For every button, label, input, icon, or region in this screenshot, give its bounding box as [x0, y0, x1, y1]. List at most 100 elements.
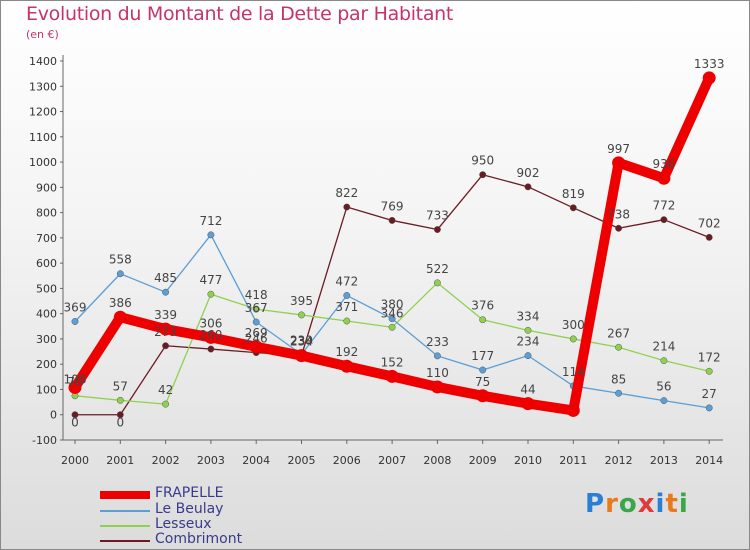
data-point-combrimont [343, 203, 351, 211]
data-point-frapelle [113, 310, 127, 324]
data-point-frapelle [68, 380, 82, 394]
data-point-lesseux [479, 316, 487, 324]
data-point-le-beulay [388, 315, 396, 323]
y-tick-label: 700 [36, 232, 57, 245]
x-tick-label: 2013 [650, 454, 678, 467]
data-label: 702 [698, 216, 721, 230]
data-point-combrimont [705, 233, 713, 241]
y-tick-label: 800 [36, 207, 57, 220]
data-point-lesseux [116, 396, 124, 404]
legend-swatch-frapelle [100, 491, 150, 499]
data-label: 418 [245, 288, 268, 302]
x-tick-label: 2005 [288, 454, 316, 467]
data-point-combrimont [433, 226, 441, 233]
data-label: 395 [290, 294, 313, 308]
data-point-lesseux [705, 367, 713, 375]
data-label: 997 [607, 142, 630, 156]
y-tick-label: 500 [36, 282, 57, 295]
data-point-le-beulay [252, 318, 260, 326]
data-point-lesseux [388, 323, 396, 331]
data-label: 733 [426, 209, 449, 223]
x-tick-label: 2006 [333, 454, 361, 467]
x-tick-label: 2002 [152, 454, 180, 467]
x-tick-label: 2014 [695, 454, 723, 467]
data-label: 306 [199, 316, 222, 330]
data-label: 260 [199, 328, 222, 342]
data-point-le-beulay [343, 292, 351, 299]
data-label: 339 [154, 308, 177, 322]
data-point-le-beulay [433, 352, 441, 360]
data-label: 75 [67, 375, 82, 389]
y-tick-label: 200 [36, 358, 57, 371]
y-tick-label: 1300 [29, 80, 57, 93]
x-tick-label: 2001 [106, 454, 134, 467]
data-point-combrimont [569, 204, 577, 212]
data-point-combrimont [524, 183, 532, 191]
data-label: 44 [520, 383, 535, 397]
data-label: 367 [245, 301, 268, 315]
data-label: 712 [199, 214, 222, 228]
y-tick-label: 300 [36, 333, 57, 346]
proxiti-logo: Proxiti [585, 489, 689, 519]
data-label: 1333 [694, 57, 725, 71]
data-label: 246 [245, 332, 268, 346]
data-point-lesseux [569, 335, 577, 343]
data-point-lesseux [252, 305, 260, 313]
data-label: 380 [381, 298, 404, 312]
data-label: 177 [471, 349, 494, 363]
data-label: 75 [475, 375, 490, 389]
data-point-combrimont [388, 216, 396, 224]
data-point-lesseux [660, 357, 668, 365]
data-label: 477 [199, 273, 222, 287]
data-point-le-beulay [615, 389, 623, 397]
data-label: 346 [381, 306, 404, 320]
data-label: 558 [109, 253, 132, 267]
data-label: 936 [652, 157, 675, 171]
data-point-le-beulay [207, 231, 215, 239]
y-tick-label: 0 [50, 409, 57, 422]
data-point-combrimont [71, 411, 79, 419]
data-label: 192 [335, 345, 358, 359]
legend-swatch-combrimont [100, 540, 150, 542]
data-label: 386 [109, 296, 132, 310]
data-point-frapelle [430, 380, 444, 394]
data-point-le-beulay [524, 352, 532, 360]
data-label: 472 [335, 274, 358, 288]
data-point-combrimont [479, 171, 487, 179]
data-label: 27 [702, 387, 717, 401]
data-point-lesseux [433, 279, 441, 287]
data-label: 371 [335, 300, 358, 314]
y-tick-label: 400 [36, 308, 57, 321]
data-point-lesseux [343, 317, 351, 325]
data-point-frapelle [204, 330, 218, 344]
x-tick-label: 2010 [514, 454, 542, 467]
data-label: 0 [71, 416, 79, 430]
y-tick-label: -100 [32, 434, 57, 447]
data-label: 234 [517, 335, 540, 349]
data-point-frapelle [566, 403, 580, 417]
y-tick-label: 1400 [29, 55, 57, 68]
data-label: 369 [64, 300, 87, 314]
data-label: 269 [245, 326, 268, 340]
data-point-lesseux [615, 343, 623, 351]
data-point-frapelle [476, 389, 490, 403]
y-tick-label: 1000 [29, 156, 57, 169]
legend-label-le-beulay: Le Beulay [155, 501, 224, 517]
data-point-frapelle [612, 156, 626, 170]
data-point-frapelle [385, 369, 399, 383]
y-tick-label: 100 [36, 383, 57, 396]
data-label: 234 [290, 335, 313, 349]
data-point-le-beulay [479, 366, 487, 374]
legend-swatch-le-beulay [100, 510, 150, 512]
data-label: 300 [562, 318, 585, 332]
data-label: 172 [698, 350, 721, 364]
data-label: 334 [517, 309, 540, 323]
data-point-lesseux [207, 290, 215, 298]
data-label: 772 [652, 199, 675, 213]
data-label: 485 [154, 271, 177, 285]
data-label: 950 [471, 154, 494, 168]
data-point-le-beulay [705, 404, 713, 412]
data-label: 108 [64, 372, 87, 386]
data-point-frapelle [340, 359, 354, 373]
